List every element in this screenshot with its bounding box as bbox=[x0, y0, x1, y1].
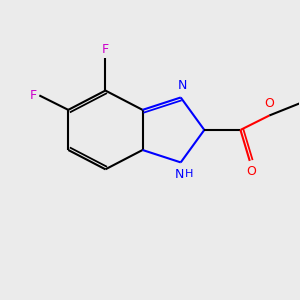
Text: O: O bbox=[264, 97, 274, 110]
Text: N: N bbox=[178, 80, 187, 92]
Text: H: H bbox=[185, 169, 193, 179]
Text: F: F bbox=[30, 89, 37, 102]
Text: F: F bbox=[102, 43, 109, 56]
Text: N: N bbox=[175, 168, 184, 181]
Text: O: O bbox=[246, 165, 256, 178]
